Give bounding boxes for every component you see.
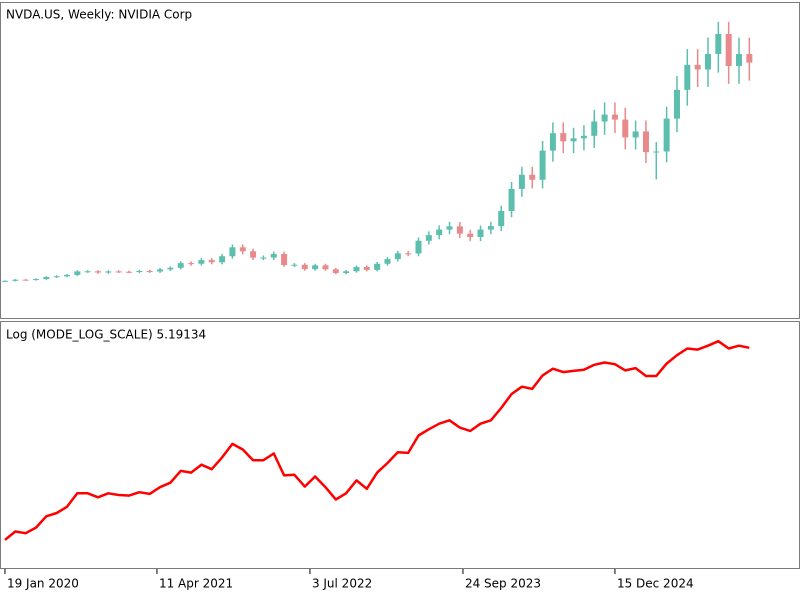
candle-body [622,119,629,138]
candle-body [384,259,391,264]
candle-body [611,114,618,120]
candle-body [684,64,691,90]
candle-body [146,271,153,273]
candle-body [632,131,639,138]
candle-body [425,235,432,241]
candle-body [291,264,298,266]
candle-body [332,269,339,274]
candle-body [673,89,680,119]
x-tick-label: 19 Jan 2020 [7,577,79,591]
candle-body [136,271,143,273]
indicator-panel [0,321,800,569]
candle-body [591,121,598,136]
candle-body [32,279,39,281]
candle-body [229,247,236,257]
candle-body [22,279,29,281]
candle-body [715,33,722,54]
candle-body [343,271,350,274]
candle-body [281,253,288,266]
candle-body [363,267,370,270]
candle-body [498,211,505,227]
log-line [4,339,750,541]
candle-body [539,150,546,180]
price-panel [0,2,800,319]
candle-body [560,133,567,142]
candle-body [374,263,381,270]
candle-body [415,240,422,254]
chart-title: NVDA.US, Weekly: NVIDIA Corp [6,8,192,22]
candle-body [1,280,8,282]
candle-body [663,118,670,152]
candle-body [312,265,319,270]
candle-body [601,114,608,122]
candle-body [95,271,102,273]
candle-body [84,271,91,273]
candle-body [43,277,50,280]
candle-body [63,274,70,277]
candle-body [529,174,536,180]
candle-body [74,271,81,275]
candle-body [167,267,174,270]
candle-body [446,226,453,230]
candle-body [157,269,164,272]
candle-body [301,264,308,270]
candle-body [198,260,205,264]
candle-body [270,253,277,258]
x-tick-label: 11 Apr 2021 [159,577,233,591]
candle-body [642,131,649,153]
x-tick-label: 15 Dec 2024 [617,577,694,591]
x-tick-label: 24 Sep 2023 [465,577,541,591]
candle-body [394,253,401,260]
candle-body [580,135,587,139]
candle-body [467,233,474,238]
candle-body [746,54,753,63]
candle-body [239,247,246,252]
candle-body [549,133,556,151]
candle-body [736,54,743,66]
candle-body [725,33,732,66]
candle-body [105,271,112,273]
candle-body [653,151,660,153]
x-tick-label: 3 Jul 2022 [312,577,372,591]
candle-body [260,257,267,259]
candle-body [436,229,443,236]
candle-body [322,265,329,270]
candle-body [188,263,195,265]
candle-body [12,279,19,281]
candle-body [487,226,494,230]
candle-body [126,271,133,273]
candle-body [177,263,184,268]
candle-body [570,138,577,142]
candle-body [53,276,60,278]
candle-body [694,64,701,70]
candle-body [208,260,215,263]
candle-body [704,53,711,70]
candle-body [508,188,515,212]
candle-body [518,174,525,189]
candle-body [456,226,463,234]
candle-body [115,271,122,273]
candle-body [219,256,226,263]
candle-body [353,267,360,272]
candle-body [477,229,484,238]
candle-body [405,253,412,255]
indicator-title: Log (MODE_LOG_SCALE) 5.19134 [6,328,206,342]
candle-body [250,251,257,258]
